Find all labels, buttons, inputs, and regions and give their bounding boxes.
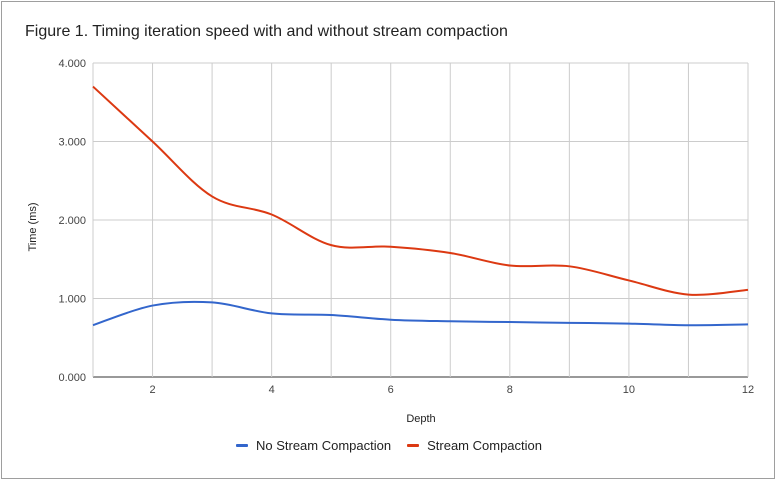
- y-tick-labels: 0.000 1.000 2.000 3.000 4.000: [58, 58, 86, 384]
- legend-label: No Stream Compaction: [255, 438, 392, 453]
- x-tick-label: 12: [742, 384, 754, 396]
- series-line-stream-compaction: [92, 85, 749, 296]
- series-line-no-stream-compaction: [92, 300, 749, 327]
- y-axis-label: Time (ms): [27, 202, 39, 251]
- legend-item-stream-compaction[interactable]: Stream Compaction: [407, 438, 542, 453]
- y-tick-label: 4.000: [58, 58, 86, 70]
- grid-lines: [92, 62, 749, 378]
- y-tick-label: 3.000: [58, 137, 86, 149]
- x-tick-label: 10: [623, 384, 635, 396]
- x-tick-label: 4: [269, 384, 275, 396]
- y-tick-label: 1.000: [58, 294, 86, 306]
- y-tick-label: 0.000: [58, 372, 86, 384]
- x-tick-label: 8: [507, 384, 513, 396]
- x-tick-label: 2: [149, 384, 155, 396]
- chart-legend: No Stream Compaction Stream Compaction: [0, 438, 778, 453]
- chart-title: Figure 1. Timing iteration speed with an…: [25, 23, 508, 40]
- legend-item-no-stream-compaction[interactable]: No Stream Compaction: [235, 438, 392, 453]
- legend-swatch: [235, 444, 248, 447]
- legend-swatch: [407, 444, 420, 447]
- legend-label: Stream Compaction: [427, 438, 542, 453]
- x-axis-label: Depth: [406, 413, 435, 425]
- x-tick-labels: 2 4 6 8 10 12: [149, 384, 754, 396]
- series-lines: [92, 85, 749, 327]
- y-tick-label: 2.000: [58, 215, 86, 227]
- x-tick-label: 6: [388, 384, 394, 396]
